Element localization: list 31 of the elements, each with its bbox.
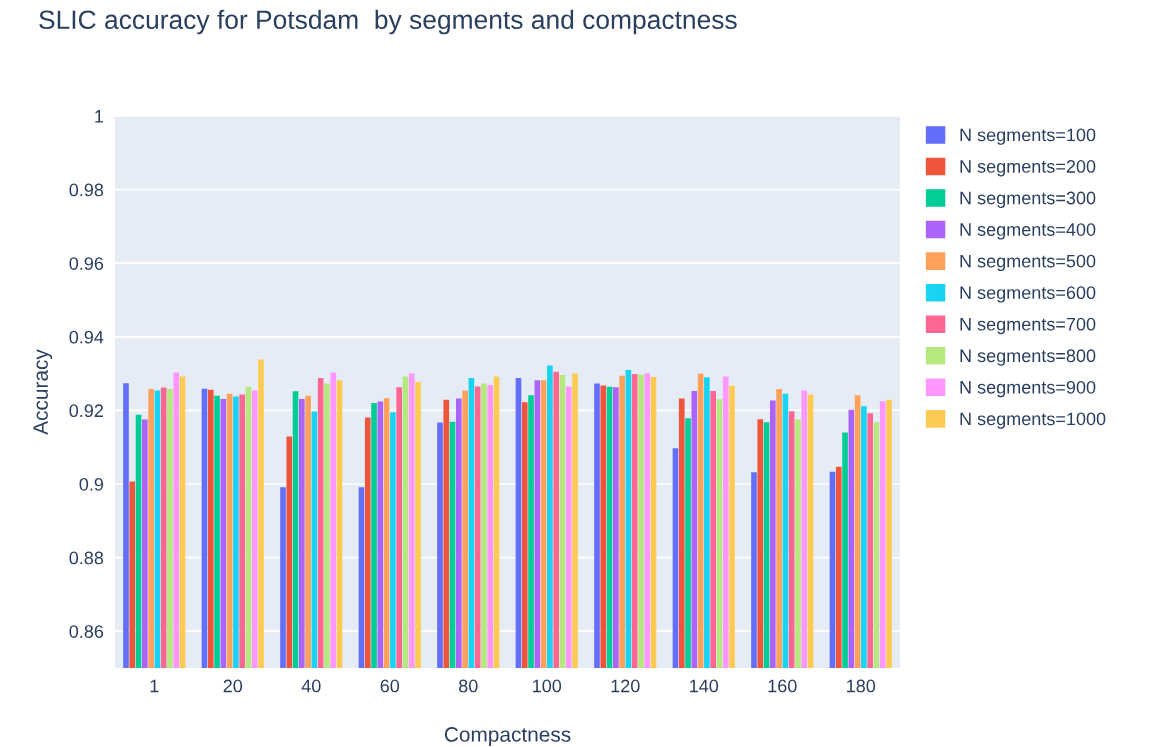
y-tick-label: 0.92 bbox=[69, 404, 103, 418]
x-tick-label: 140 bbox=[690, 679, 719, 693]
legend-label: N segments=900 bbox=[960, 380, 1096, 398]
y-tick-label: 0.94 bbox=[69, 330, 104, 344]
legend-label: N segments=1000 bbox=[960, 412, 1106, 429]
legend-label: N segments=300 bbox=[960, 191, 1096, 208]
x-axis-title: Compactness bbox=[444, 727, 571, 746]
x-tick-label: 160 bbox=[768, 679, 797, 693]
x-tick-label: 1 bbox=[150, 679, 159, 693]
legend-label: N segments=100 bbox=[960, 128, 1096, 145]
chart-title: SLIC accuracy for Potsdam by segments and compactness bbox=[39, 9, 737, 35]
x-tick-label: 80 bbox=[458, 679, 478, 693]
y-tick-label: 1 bbox=[95, 110, 104, 123]
x-tick-label: 40 bbox=[301, 679, 321, 693]
legend-label: N segments=700 bbox=[960, 317, 1096, 335]
legend-label: N segments=200 bbox=[960, 160, 1096, 177]
x-tick-label: 120 bbox=[611, 679, 640, 693]
x-tick-label: 180 bbox=[847, 679, 876, 693]
y-tick-label: 0.96 bbox=[69, 257, 104, 270]
y-tick-label: 0.98 bbox=[69, 183, 104, 197]
y-axis-title: Accuracy bbox=[33, 349, 53, 435]
y-tick-label: 0.9 bbox=[79, 477, 104, 491]
y-tick-label: 0.86 bbox=[69, 625, 104, 638]
y-tick-label: 0.88 bbox=[69, 551, 104, 565]
x-tick-label: 20 bbox=[223, 679, 243, 693]
legend-label: N segments=600 bbox=[960, 286, 1096, 303]
x-tick-label: 60 bbox=[380, 679, 400, 693]
x-tick-label: 100 bbox=[533, 679, 562, 693]
legend-label: N segments=400 bbox=[960, 223, 1096, 240]
legend-label: N segments=500 bbox=[960, 254, 1096, 272]
legend-label: N segments=800 bbox=[960, 349, 1096, 366]
